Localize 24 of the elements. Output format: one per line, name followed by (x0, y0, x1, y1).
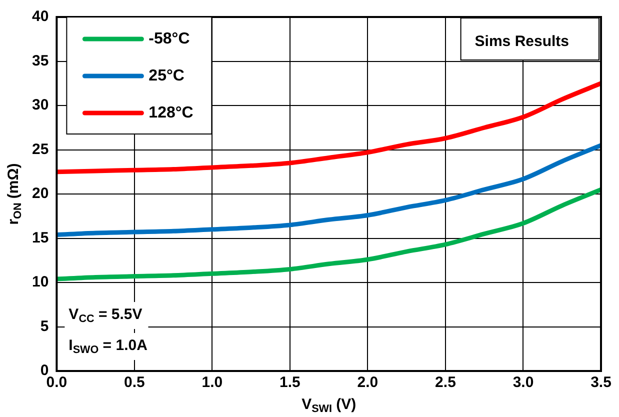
x-tick-label: 0.0 (46, 374, 68, 392)
y-tick-label: 25 (32, 140, 49, 158)
line-series (56, 187, 601, 282)
y-tick-label: 5 (40, 318, 49, 335)
x-tick-label: 0.5 (124, 374, 145, 392)
y-tick-label: 30 (32, 96, 49, 114)
y-tick-label: 10 (32, 274, 49, 291)
y-tick-label: 15 (32, 229, 49, 246)
x-tick-label: 3.0 (512, 374, 534, 392)
line-series (56, 81, 601, 174)
x-tick-label: 2.0 (357, 374, 378, 392)
legend-label: -58°C (148, 30, 190, 48)
x-tick-label: 1.0 (202, 374, 223, 392)
annotation: Sims Results (474, 33, 570, 50)
x-tick-label: 2.5 (435, 374, 456, 392)
x-tick-label: 3.5 (590, 374, 612, 392)
y-axis-title: rON (mΩ) (5, 163, 24, 225)
x-tick-label: 1.5 (280, 374, 300, 392)
y-tick-label: 20 (32, 185, 49, 202)
y-tick-label: 40 (32, 8, 49, 26)
y-tick-label: 35 (32, 52, 49, 70)
legend-label: 25°C (148, 67, 185, 84)
line-series (56, 143, 601, 237)
legend-label: 128°C (148, 104, 194, 122)
